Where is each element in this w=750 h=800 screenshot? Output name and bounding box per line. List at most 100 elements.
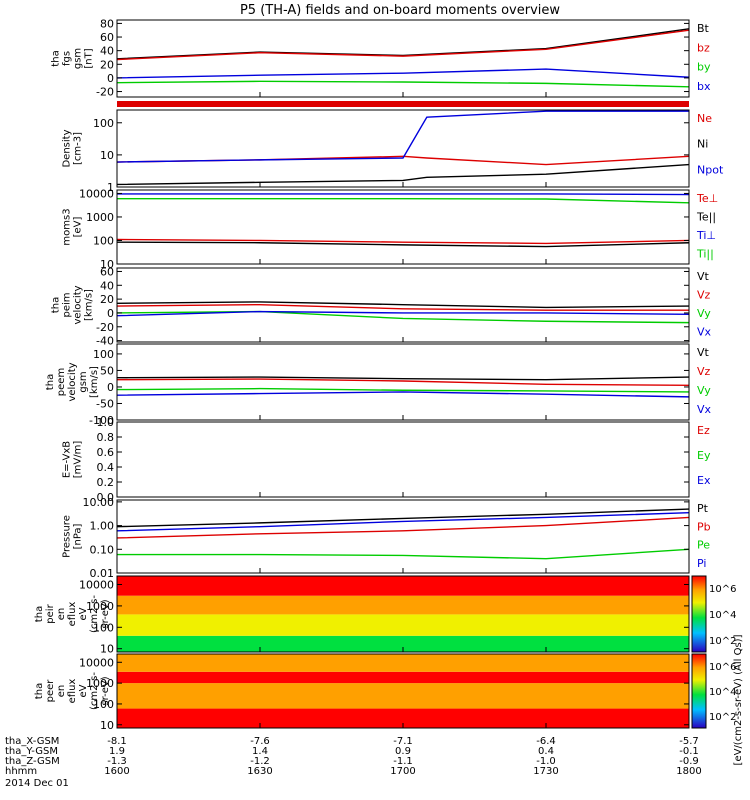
time-axis-value: -0.9	[679, 756, 699, 767]
legend-entry: Ez	[697, 424, 710, 437]
legend-entry: Vy	[697, 307, 711, 320]
time-axis-value: 1800	[676, 766, 701, 777]
y-axis-label: gsm	[73, 48, 84, 69]
series-line-Vx	[116, 391, 690, 398]
time-axis-value: -5.7	[679, 736, 699, 747]
y-axis-label: [eV]	[73, 217, 84, 238]
y-tick-label: 1.00	[90, 520, 115, 533]
y-axis-label: [cm-3]	[73, 132, 84, 165]
y-tick-label: 20	[100, 293, 114, 306]
legend-entry: Te||	[696, 211, 716, 224]
y-axis-label: [nPa]	[73, 523, 84, 549]
time-axis-value: -7.6	[250, 736, 270, 747]
y-axis-label: (cm2-s-	[89, 672, 100, 710]
heatmap-band	[117, 671, 689, 684]
colorbar	[691, 653, 707, 729]
y-axis-label: Pressure	[62, 515, 73, 558]
y-tick-label: 1.0	[97, 416, 115, 429]
legend-entry: Vt	[697, 346, 710, 359]
series-line-Vt	[116, 301, 690, 309]
y-axis-label: moms3	[62, 208, 73, 245]
y-tick-label: 1000	[86, 677, 114, 690]
date-label: 2014 Dec 01	[5, 778, 69, 789]
y-axis-label: fgs	[62, 51, 73, 66]
legend-entry: Ex	[697, 474, 711, 487]
time-axis-value: -6.4	[536, 736, 556, 747]
series-line-Pe	[117, 548, 690, 560]
y-axis-label: (cm2-s-	[89, 595, 100, 633]
panel-2: 100 10 1 Density [cm-3] Ne Ni Npot	[62, 109, 724, 194]
y-tick-label: 0.6	[97, 446, 115, 459]
legend-entry: Vz	[697, 365, 711, 378]
legend-entry: Bt	[697, 22, 710, 35]
colorbar-tick-label: 10^4	[709, 687, 736, 698]
y-axis-label: peem	[56, 368, 67, 396]
y-axis-label: [km/s]	[84, 289, 95, 321]
legend-entry: Ni	[697, 138, 708, 151]
y-tick-label: 0	[107, 72, 114, 85]
legend-entry: Ti⊥	[696, 229, 716, 242]
time-axis-row-label: hhmm	[5, 766, 37, 777]
colorbar-tick-label: 10^2	[709, 712, 736, 723]
time-axis-row-label: tha_Z-GSM	[5, 756, 60, 767]
y-tick-label: 10000	[79, 656, 114, 669]
y-tick-label: 10.00	[83, 496, 115, 509]
legend-entry: Pi	[697, 557, 706, 570]
y-axis-label: Density	[62, 129, 73, 167]
series-line-Vy	[116, 310, 690, 324]
plot-frame	[116, 109, 690, 188]
y-axis-label: velocity	[67, 362, 78, 401]
y-tick-label: 80	[100, 17, 114, 30]
y-tick-label: 100	[93, 234, 114, 247]
legend-entry: Ne	[697, 112, 712, 125]
y-axis-label: peir	[45, 603, 56, 623]
series-line-Npot	[116, 110, 689, 163]
y-tick-label: 0.01	[90, 567, 115, 580]
legend-entry: Ey	[697, 449, 711, 462]
time-axis-value: -7.1	[393, 736, 413, 747]
y-tick-label: -100	[89, 414, 114, 427]
heatmap-band	[117, 654, 689, 672]
colorbar-tick-label: 10^6	[709, 584, 736, 595]
y-axis-label: velocity	[73, 285, 84, 324]
y-axis-label: sr-eV)	[100, 676, 111, 705]
y-axis-label: eflux	[67, 602, 78, 627]
y-tick-label: 0.4	[97, 461, 115, 474]
y-tick-label: 1	[107, 181, 114, 194]
heatmap-band	[117, 683, 689, 709]
legend-entry: bx	[697, 80, 711, 93]
flag-bar	[117, 101, 689, 107]
y-tick-label: 1000	[86, 600, 114, 613]
y-axis-label: en	[56, 685, 67, 698]
legend-entry: Vx	[697, 326, 712, 339]
y-axis-label: tha	[34, 606, 45, 622]
y-tick-label: -40	[96, 335, 114, 348]
series-line-Vz	[116, 378, 690, 387]
panel-8: 10000 1000 100 10 tha peir en eflux eV (cm2-s-sr-…	[34, 575, 690, 656]
y-tick-label: 10000	[79, 187, 114, 200]
heatmap-band	[117, 576, 689, 596]
panel-7: 10.00 1.00 0.10 0.01 Pressure [nPa] Pt Pb Pe Pi	[62, 496, 711, 580]
time-axis-value: 0.9	[395, 746, 411, 757]
plot-frame	[116, 421, 690, 498]
legend-entry: Vt	[697, 270, 710, 283]
series-line-Pi	[116, 511, 690, 532]
colorbar-tick-label: 10^4	[709, 610, 736, 621]
series-line-Vx	[116, 310, 690, 317]
series-line-Pb	[116, 516, 690, 539]
y-axis-label: [mV/m]	[73, 441, 84, 479]
time-axis-value: 1.9	[109, 746, 125, 757]
y-axis-label: [km/s]	[89, 366, 100, 398]
y-tick-label: 0	[107, 381, 114, 394]
y-tick-label: -20	[96, 86, 114, 99]
series-line-Ni	[116, 163, 690, 186]
heatmap-band	[117, 614, 689, 636]
legend-entry: Npot	[697, 163, 724, 176]
y-tick-label: 10000	[79, 579, 114, 592]
series-line-Ti||	[117, 197, 690, 204]
time-axis-value: -0.1	[679, 746, 699, 757]
legend-entry: bz	[697, 41, 710, 54]
series-line-Vt	[116, 376, 690, 381]
